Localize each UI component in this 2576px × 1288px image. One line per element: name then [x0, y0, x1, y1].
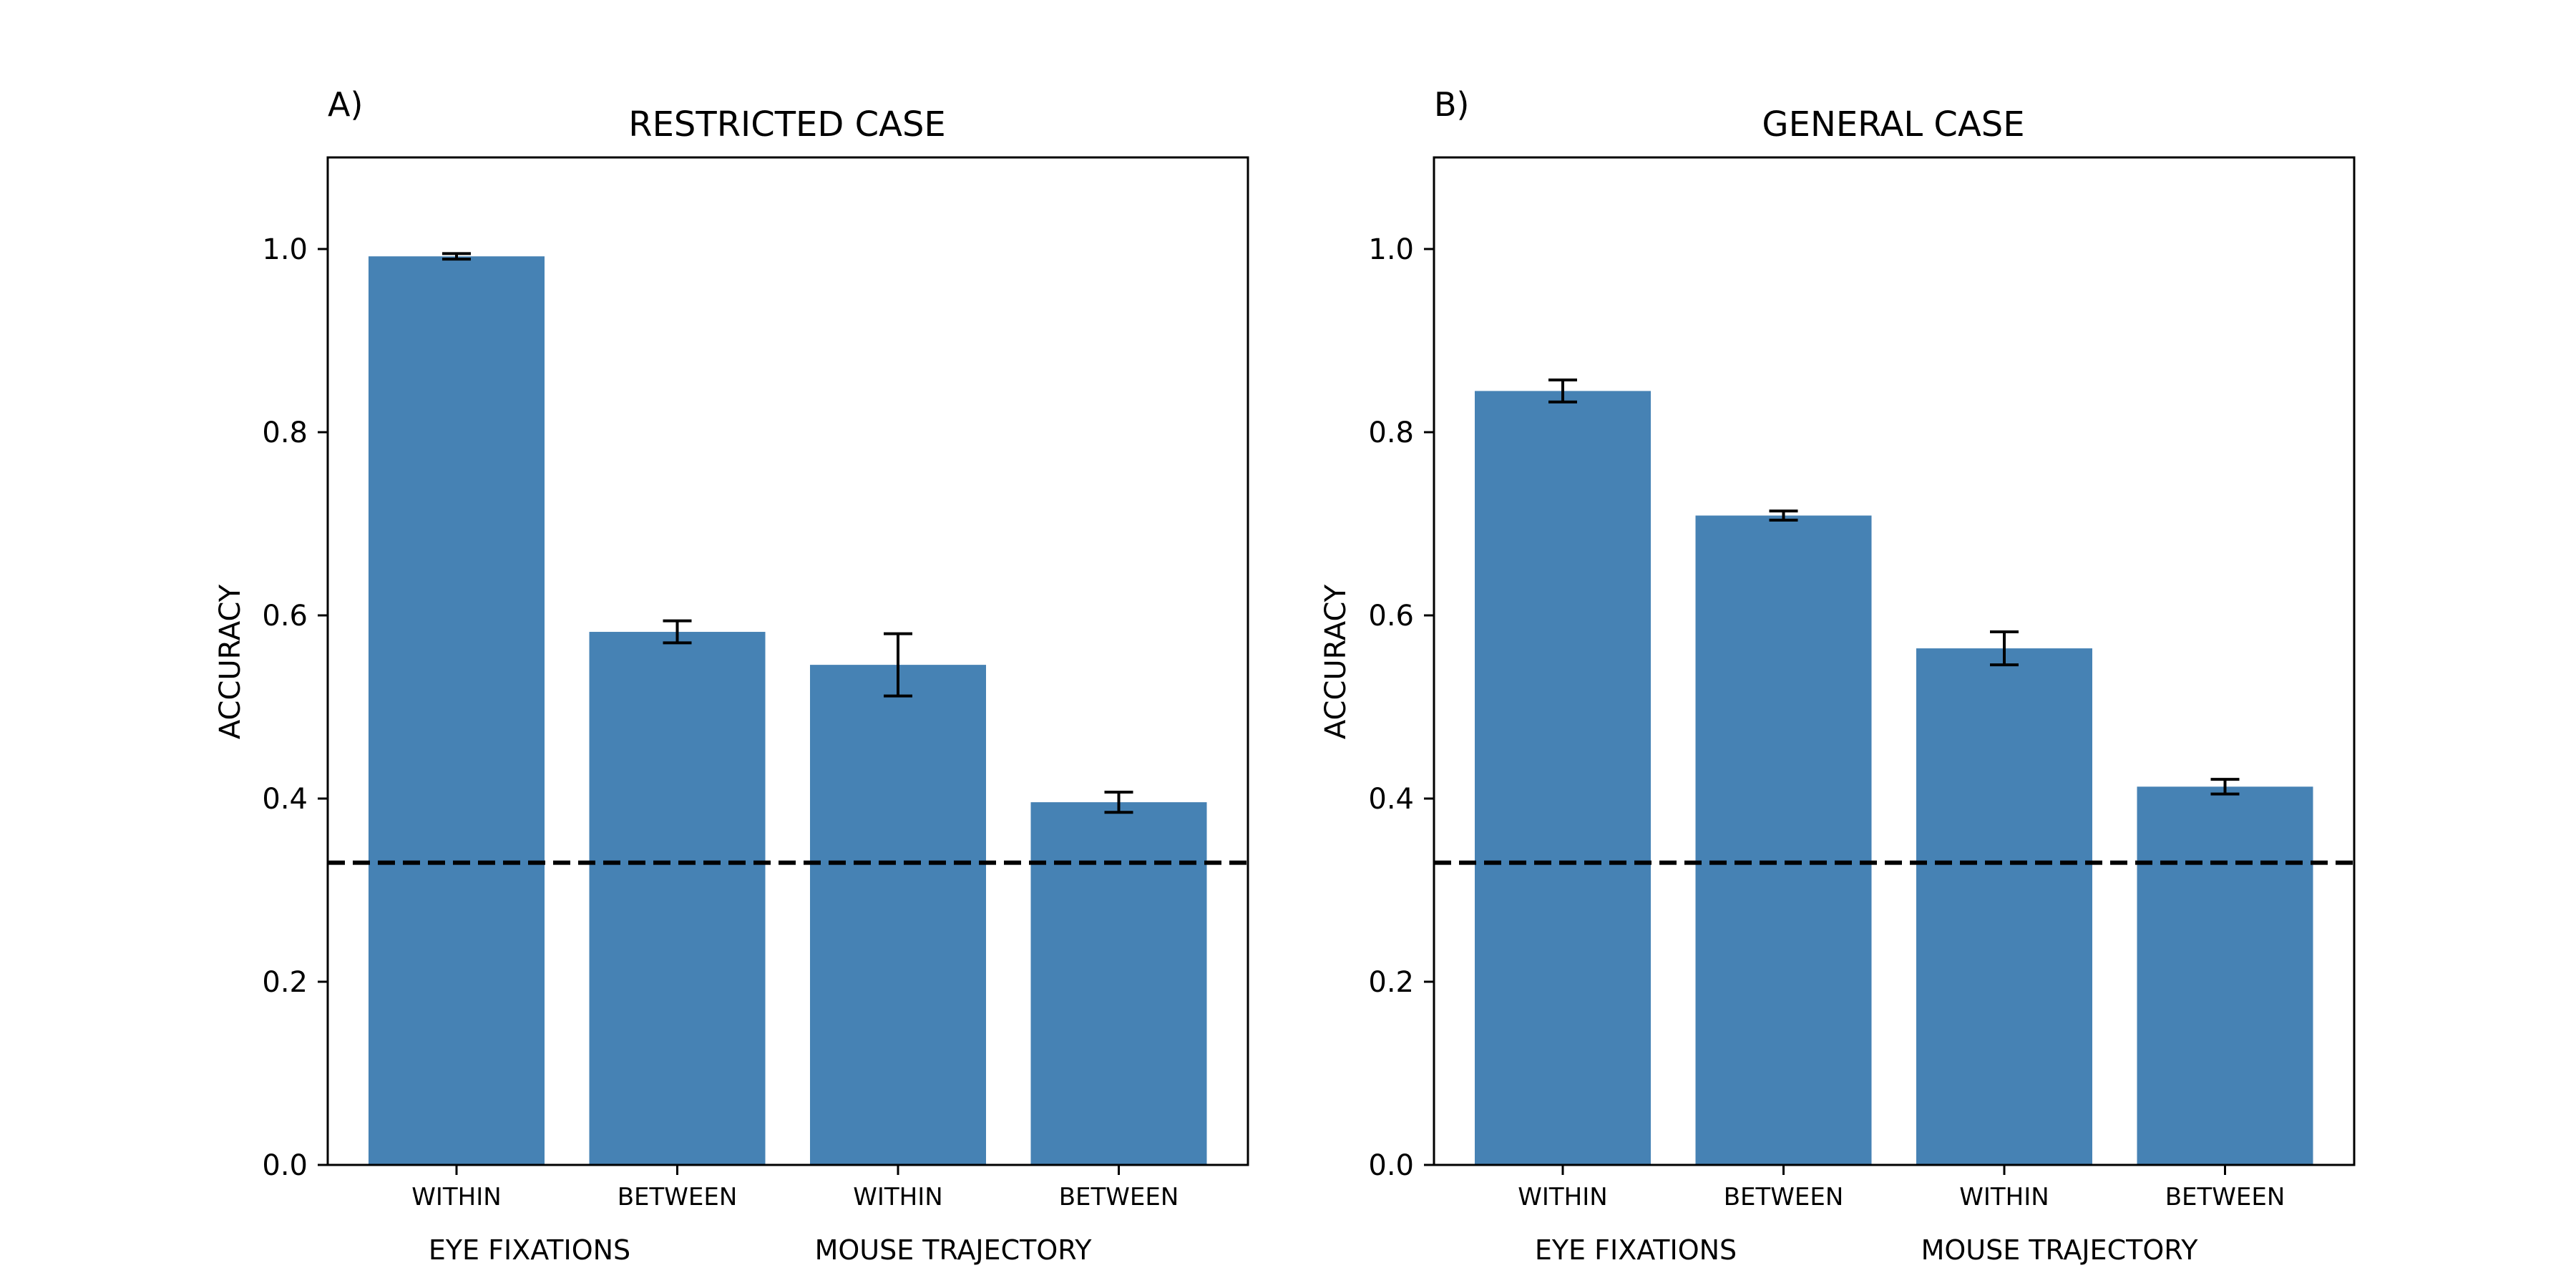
- panel-b-bars: [1475, 391, 2313, 1165]
- panel-b-error-bar: [1990, 630, 2019, 667]
- panel-b-frame: [1433, 156, 2356, 1166]
- panel-a-ytick-label: 0.0: [262, 1149, 308, 1182]
- panel-b-y-axis: 0.0 0.2 0.4 0.6 0.8 1.0: [1368, 233, 1434, 1182]
- panel-b-ytick-label: 0.4: [1368, 783, 1414, 816]
- panel-a-ytick-label: 0.6: [262, 600, 308, 633]
- panel-b-xtick-label: BETWEEN: [2165, 1183, 2285, 1211]
- panel-a-xtick-label: WITHIN: [853, 1183, 942, 1211]
- panel-b-group-label-eye: EYE FIXATIONS: [1535, 1234, 1737, 1266]
- panel-a-bars: [369, 256, 1207, 1165]
- panel-a-bar: [369, 256, 545, 1165]
- panel-b-bar: [1695, 515, 1872, 1165]
- panel-b-ytick-label: 1.0: [1368, 233, 1414, 266]
- panel-b-xtick-label: WITHIN: [1518, 1183, 1607, 1211]
- panel-a-xtick-label: BETWEEN: [618, 1183, 738, 1211]
- panel-a: A) RESTRICTED CASE ACCURACY 0.0 0.2 0.4 0.6…: [214, 85, 1249, 1266]
- panel-a-xtick-label: BETWEEN: [1059, 1183, 1179, 1211]
- panel-a-bar: [589, 632, 766, 1165]
- panel-a-frame: [326, 156, 1249, 1166]
- panel-a-ylabel: ACCURACY: [214, 584, 247, 739]
- panel-a-error-bar: [884, 632, 912, 698]
- panel-a-ytick-label: 0.2: [262, 966, 308, 999]
- panel-b-ytick-label: 0.0: [1368, 1149, 1414, 1182]
- panel-a-label: A): [328, 85, 363, 124]
- panel-a-bar: [1030, 802, 1207, 1165]
- panel-a-ytick-label: 1.0: [262, 233, 308, 266]
- panel-b-bar: [1916, 648, 2092, 1165]
- panel-a-x-axis: WITHIN BETWEEN WITHIN BETWEEN: [411, 1165, 1179, 1211]
- panel-b-bar: [1475, 391, 1651, 1165]
- panel-a-group-label-mouse: MOUSE TRAJECTORY: [815, 1234, 1093, 1266]
- panel-b-xtick-label: WITHIN: [1959, 1183, 2049, 1211]
- panel-a-bar: [810, 665, 986, 1165]
- panel-b: B) GENERAL CASE ACCURACY 0.0 0.2 0.4 0.6 0.8…: [1319, 85, 2356, 1266]
- panel-b-group-label-mouse: MOUSE TRAJECTORY: [1921, 1234, 2199, 1266]
- panel-b-error-bar: [1769, 509, 1798, 522]
- panel-a-title: RESTRICTED CASE: [628, 104, 946, 145]
- panel-b-ytick-label: 0.8: [1368, 416, 1414, 449]
- panel-a-ytick-label: 0.4: [262, 783, 308, 816]
- panel-b-xtick-label: BETWEEN: [1724, 1183, 1844, 1211]
- panel-b-title: GENERAL CASE: [1762, 104, 2024, 145]
- panel-a-error-bars: [442, 252, 1133, 814]
- panel-a-xtick-label: WITHIN: [411, 1183, 501, 1211]
- panel-a-group-label-eye: EYE FIXATIONS: [429, 1234, 630, 1266]
- panel-b-bar: [2137, 786, 2313, 1165]
- panel-b-error-bar: [1548, 379, 1577, 404]
- panel-b-error-bar: [2210, 778, 2240, 796]
- panel-a-y-axis: 0.0 0.2 0.4 0.6 0.8 1.0: [262, 233, 328, 1182]
- panel-b-ytick-label: 0.6: [1368, 600, 1414, 633]
- panel-b-error-bars: [1548, 379, 2240, 796]
- panel-b-ylabel: ACCURACY: [1319, 584, 1352, 739]
- panel-a-error-bar: [663, 619, 692, 645]
- panel-a-error-bar: [442, 252, 471, 261]
- panel-a-error-bar: [1104, 791, 1133, 814]
- panel-a-ytick-label: 0.8: [262, 416, 308, 449]
- panel-b-label: B): [1434, 85, 1470, 124]
- panel-b-x-axis: WITHIN BETWEEN WITHIN BETWEEN: [1518, 1165, 2285, 1211]
- panel-b-ytick-label: 0.2: [1368, 966, 1414, 999]
